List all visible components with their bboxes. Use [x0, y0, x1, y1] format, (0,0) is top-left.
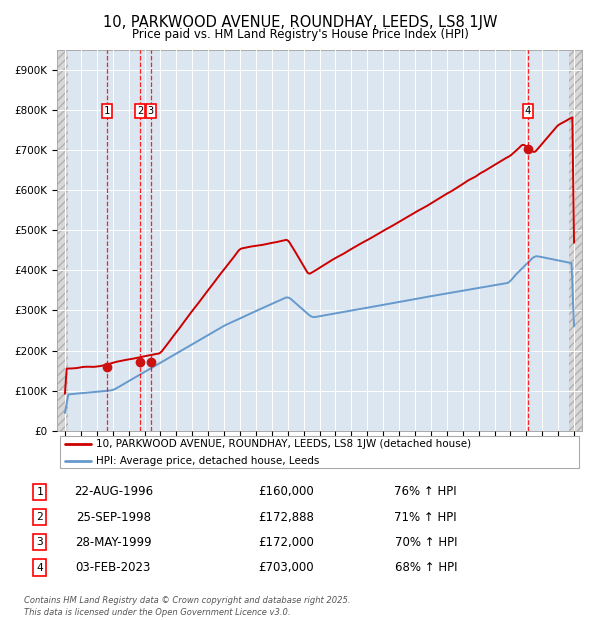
Text: 1: 1 — [104, 105, 110, 115]
Text: £172,000: £172,000 — [259, 536, 314, 549]
Text: 10, PARKWOOD AVENUE, ROUNDHAY, LEEDS, LS8 1JW: 10, PARKWOOD AVENUE, ROUNDHAY, LEEDS, LS… — [103, 16, 497, 30]
Bar — [569, 50, 582, 431]
Text: 28-MAY-1999: 28-MAY-1999 — [75, 536, 152, 549]
Text: 1: 1 — [36, 487, 43, 497]
Text: 2: 2 — [137, 105, 143, 115]
Text: 10, PARKWOOD AVENUE, ROUNDHAY, LEEDS, LS8 1JW (detached house): 10, PARKWOOD AVENUE, ROUNDHAY, LEEDS, LS… — [97, 439, 472, 449]
Text: 25-SEP-1998: 25-SEP-1998 — [76, 511, 151, 523]
Text: 70% ↑ HPI: 70% ↑ HPI — [395, 536, 457, 549]
Text: This data is licensed under the Open Government Licence v3.0.: This data is licensed under the Open Gov… — [24, 608, 290, 617]
Text: 76% ↑ HPI: 76% ↑ HPI — [394, 485, 457, 498]
Bar — [57, 50, 68, 431]
Text: HPI: Average price, detached house, Leeds: HPI: Average price, detached house, Leed… — [97, 456, 320, 466]
FancyBboxPatch shape — [59, 436, 580, 468]
Text: 3: 3 — [36, 538, 43, 547]
Text: 22-AUG-1996: 22-AUG-1996 — [74, 485, 153, 498]
Text: Price paid vs. HM Land Registry's House Price Index (HPI): Price paid vs. HM Land Registry's House … — [131, 28, 469, 41]
Text: 4: 4 — [36, 562, 43, 572]
Text: £172,888: £172,888 — [259, 511, 314, 523]
Text: 4: 4 — [524, 105, 531, 115]
Text: 2: 2 — [36, 512, 43, 522]
Text: 71% ↑ HPI: 71% ↑ HPI — [394, 511, 457, 523]
Text: £160,000: £160,000 — [259, 485, 314, 498]
Text: £703,000: £703,000 — [259, 561, 314, 574]
Text: 3: 3 — [148, 105, 154, 115]
Text: Contains HM Land Registry data © Crown copyright and database right 2025.: Contains HM Land Registry data © Crown c… — [24, 596, 350, 606]
Text: 68% ↑ HPI: 68% ↑ HPI — [395, 561, 457, 574]
Text: 03-FEB-2023: 03-FEB-2023 — [76, 561, 151, 574]
